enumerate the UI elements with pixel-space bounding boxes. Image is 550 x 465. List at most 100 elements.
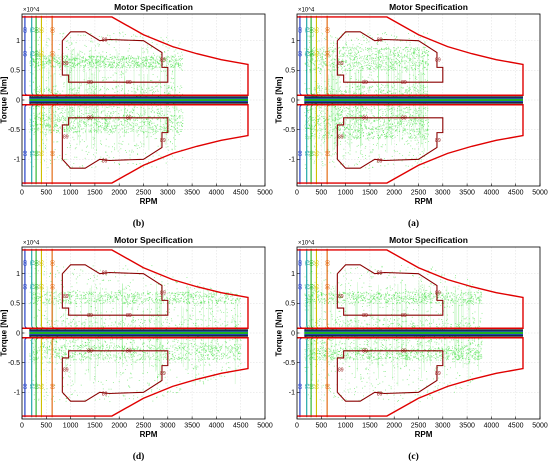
operating-point — [73, 123, 75, 124]
operating-point — [37, 113, 39, 115]
operating-point — [179, 129, 181, 131]
operating-point — [368, 62, 370, 64]
operating-point — [421, 136, 423, 138]
operating-point — [408, 112, 410, 114]
operating-point — [47, 124, 49, 126]
operating-point — [94, 119, 96, 121]
operating-point — [424, 130, 426, 132]
operating-point — [178, 56, 180, 58]
operating-point — [30, 126, 32, 127]
operating-point — [423, 49, 425, 51]
operating-point — [173, 50, 175, 52]
operating-point — [330, 88, 332, 89]
operating-point — [304, 63, 306, 65]
operating-point — [404, 143, 405, 145]
operating-point — [309, 116, 311, 118]
operating-point — [373, 63, 375, 65]
operating-point — [340, 64, 342, 66]
operating-point — [360, 134, 362, 136]
operating-point — [398, 73, 399, 75]
operating-point — [142, 120, 144, 122]
operating-point — [406, 67, 408, 69]
operating-point — [36, 107, 38, 109]
operating-point — [114, 122, 116, 124]
operating-point — [322, 60, 324, 62]
operating-point — [95, 123, 97, 125]
operating-point — [156, 112, 158, 114]
operating-point — [135, 118, 137, 120]
operating-point — [176, 130, 178, 132]
operating-point — [396, 36, 398, 38]
operating-point — [83, 67, 85, 69]
operating-point — [107, 123, 109, 125]
operating-point — [425, 61, 427, 63]
operating-point — [151, 80, 153, 82]
operating-point — [58, 115, 60, 117]
operating-point — [409, 74, 411, 76]
operating-point — [343, 55, 345, 57]
operating-point — [83, 67, 85, 69]
operating-point — [160, 126, 162, 127]
operating-point — [154, 66, 156, 68]
operating-point — [152, 58, 154, 60]
operating-point — [83, 70, 85, 72]
operating-point — [130, 56, 132, 58]
operating-point — [307, 109, 309, 111]
operating-point — [367, 76, 369, 78]
operating-point — [312, 53, 314, 55]
operating-point — [88, 61, 90, 63]
operating-point — [117, 55, 119, 57]
operating-point — [53, 66, 55, 68]
operating-point — [344, 61, 346, 63]
operating-point — [416, 123, 418, 125]
operating-point — [83, 140, 85, 142]
operating-point — [349, 53, 351, 55]
operating-point — [29, 46, 31, 48]
operating-point — [176, 61, 177, 63]
operating-point — [330, 92, 332, 94]
y-tick-label: 1 — [16, 38, 20, 45]
operating-point — [53, 122, 55, 124]
operating-point — [126, 61, 128, 63]
operating-point — [162, 44, 164, 46]
operating-point — [391, 93, 393, 94]
operating-point — [74, 131, 76, 133]
operating-point — [361, 122, 363, 124]
operating-point — [137, 87, 138, 89]
operating-point — [335, 136, 337, 138]
operating-point — [61, 160, 63, 162]
operating-point — [42, 61, 44, 62]
operating-point — [308, 52, 310, 54]
operating-point — [343, 54, 345, 56]
operating-point — [160, 120, 162, 122]
operating-point — [402, 137, 404, 139]
operating-point — [365, 120, 367, 122]
operating-point — [342, 121, 343, 123]
efficiency-contour-89-upper — [61, 31, 169, 83]
operating-point — [138, 56, 140, 58]
operating-point — [69, 117, 71, 119]
operating-point — [49, 115, 51, 117]
operating-point — [386, 132, 388, 134]
operating-point — [93, 64, 95, 66]
operating-point — [419, 131, 421, 133]
operating-point — [62, 121, 64, 123]
operating-point — [354, 59, 356, 61]
operating-point — [339, 107, 341, 109]
operating-point — [49, 129, 51, 131]
operating-point — [141, 58, 143, 60]
operating-point — [92, 67, 94, 69]
operating-point — [350, 138, 352, 140]
operating-point — [313, 88, 315, 90]
operating-point — [425, 119, 427, 121]
operating-point — [105, 120, 107, 122]
operating-point — [34, 105, 36, 107]
operating-point — [421, 124, 423, 126]
operating-point — [427, 93, 429, 95]
operating-point — [317, 52, 319, 54]
operating-point — [111, 67, 113, 69]
operating-point — [381, 69, 383, 71]
operating-point — [122, 65, 124, 67]
operating-point — [90, 65, 92, 67]
operating-point — [388, 66, 390, 68]
